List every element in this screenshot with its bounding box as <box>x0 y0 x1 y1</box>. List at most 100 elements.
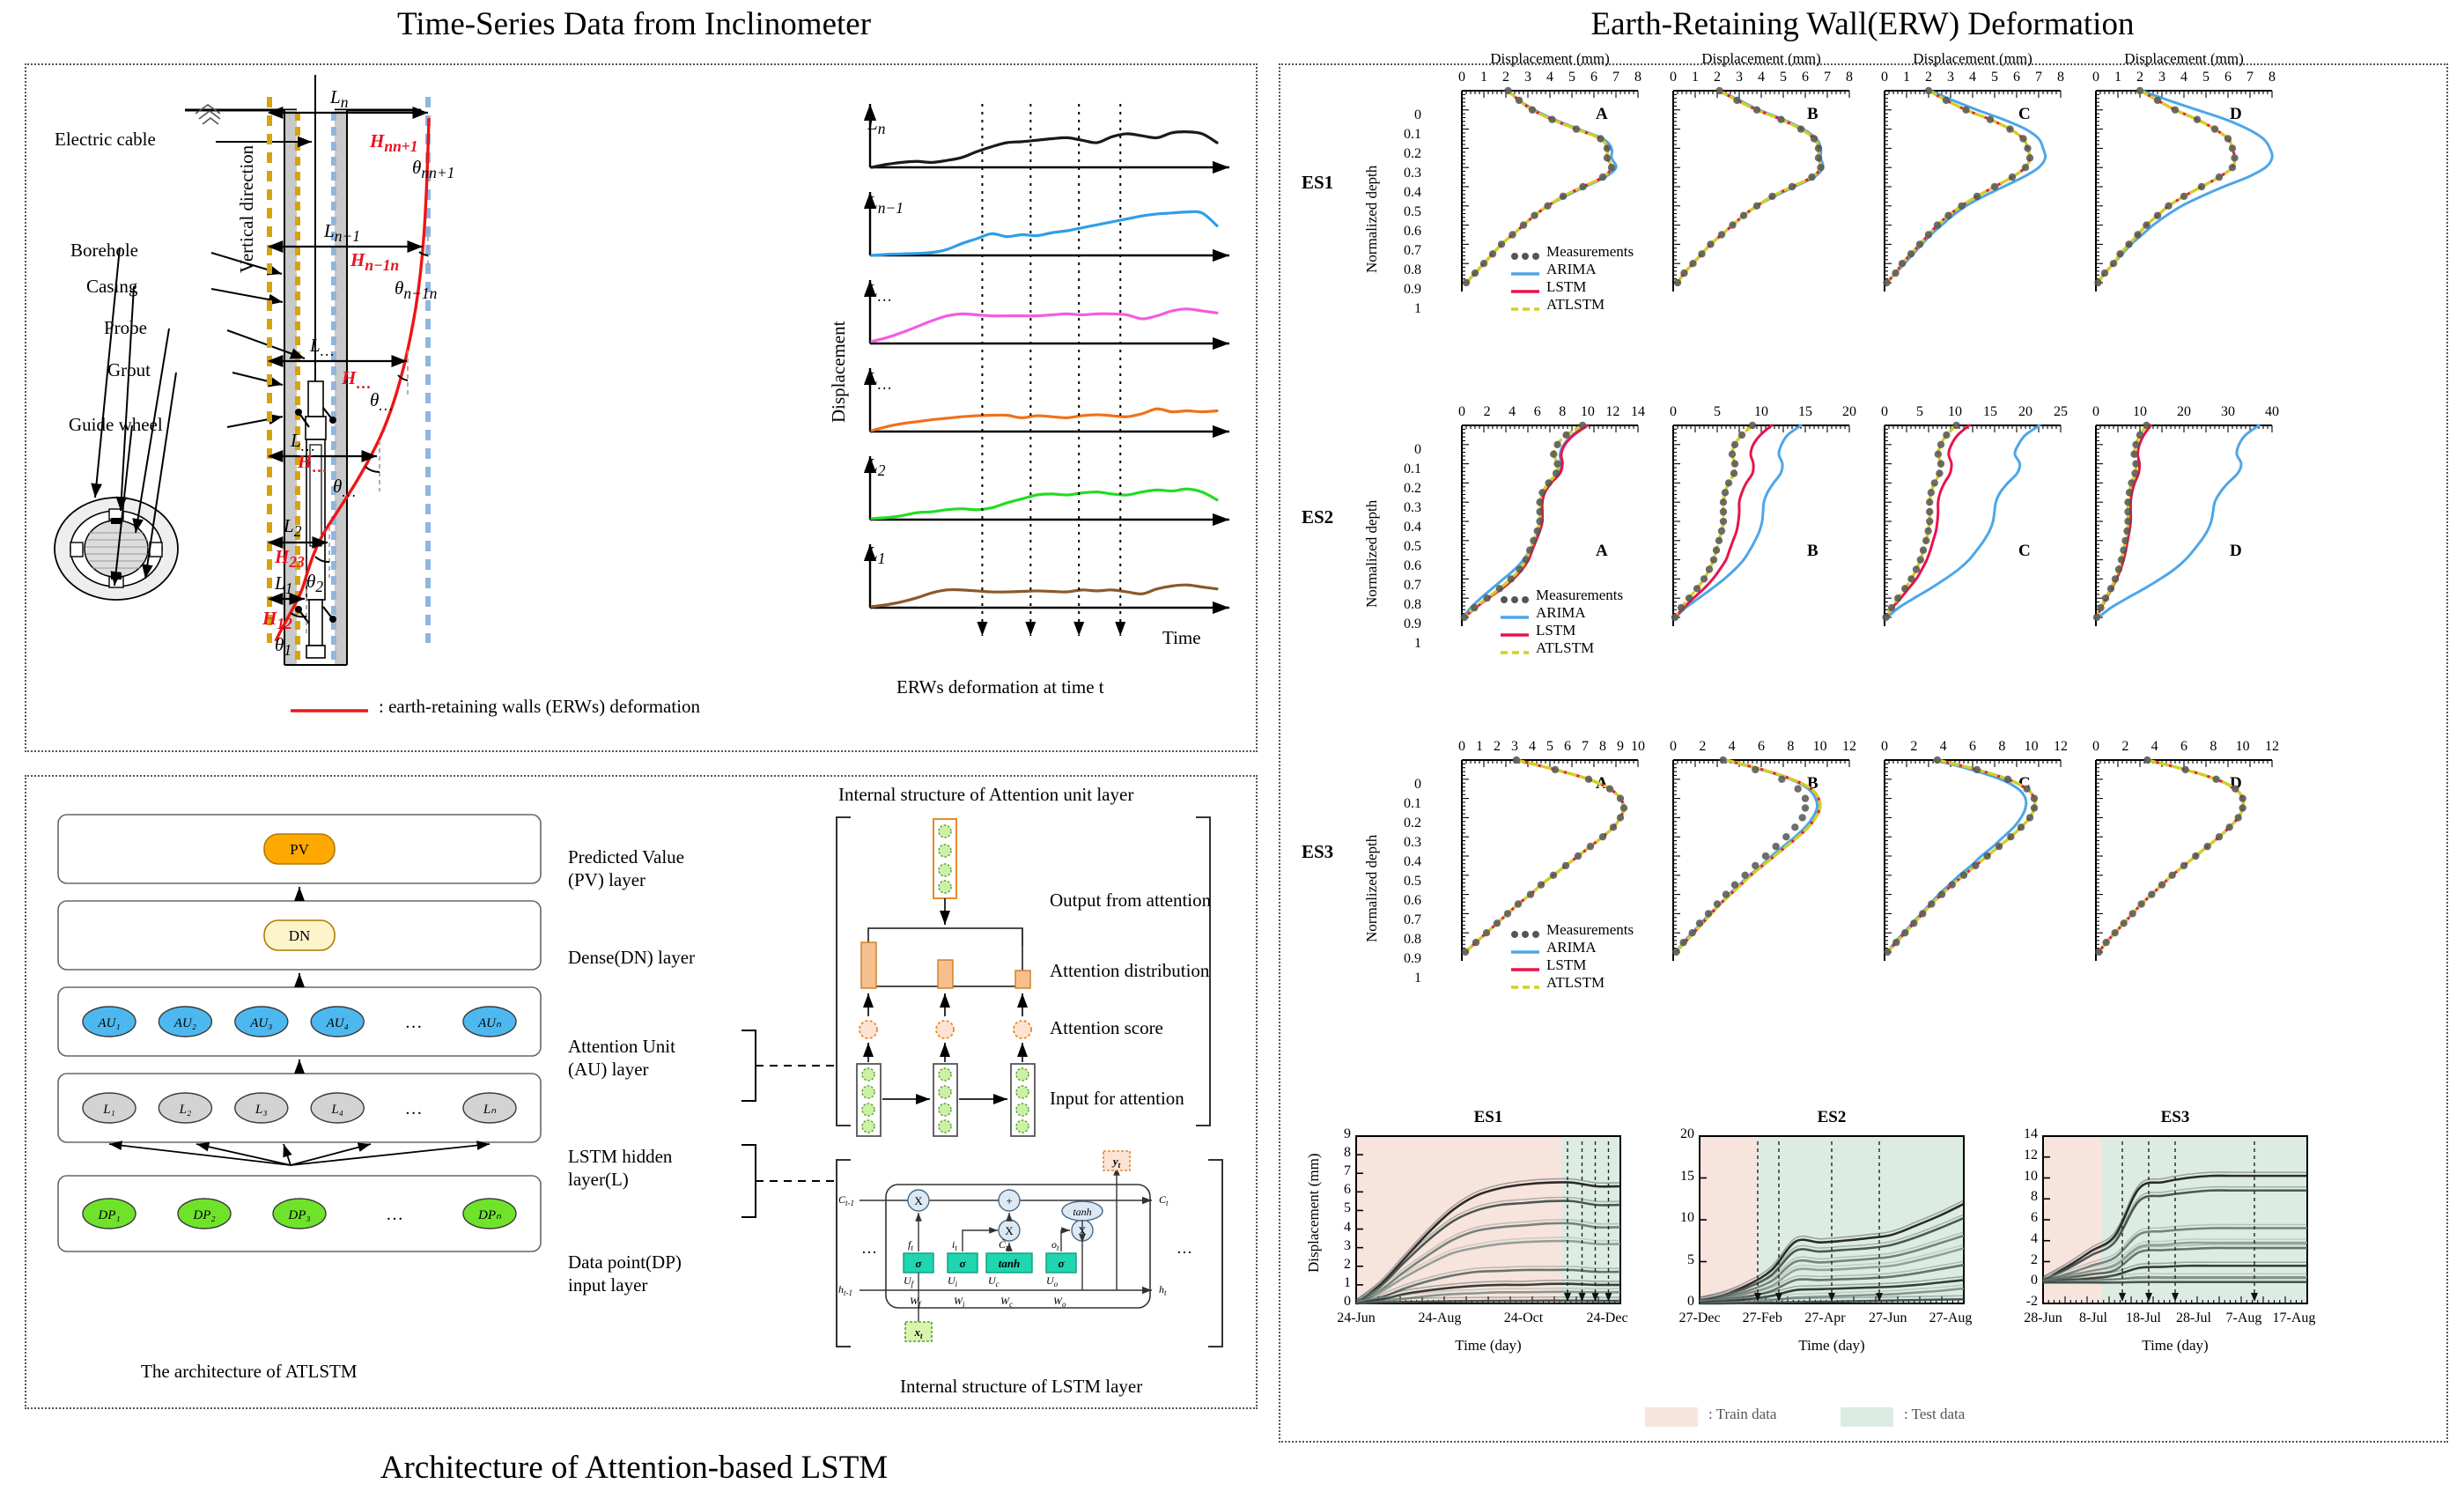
erw-ytick: 0.8 <box>1404 597 1421 612</box>
erw-ts-ytick: 6 <box>2031 1210 2038 1225</box>
attention-internal-diagram <box>836 816 1211 1137</box>
dim-label-Ld1: L… <box>310 335 335 360</box>
svg-text:AU₁: AU₁ <box>97 1016 120 1030</box>
erw-xtick: 2 <box>2136 70 2143 85</box>
erw-panel-letter: B <box>1807 542 1818 560</box>
erw-plot-ES3-A <box>1461 756 1639 961</box>
erw-xtick: 8 <box>1559 404 1567 419</box>
legend-train-text: : Train data <box>1708 1406 1777 1422</box>
legend-test-swatch <box>1841 1407 1893 1427</box>
layer-label-dn: Dense(DN) layer <box>568 947 696 968</box>
erw-xtick: 5 <box>1991 70 1998 85</box>
svg-text:σ: σ <box>959 1257 966 1270</box>
erw-xtick: 6 <box>1802 70 1809 85</box>
erw-plot-ES2-A <box>1460 421 1639 626</box>
dim-label-L2: L2 <box>284 515 302 541</box>
angle-label-theta-2: θ2 <box>306 571 324 596</box>
erw-xtick: 2 <box>1925 70 1932 85</box>
svg-text:ht: ht <box>1159 1283 1167 1297</box>
erw-ts-ytick: 10 <box>1680 1210 1694 1225</box>
erw-ytick: 0.1 <box>1404 127 1421 142</box>
erw-ytick: 0.7 <box>1404 578 1421 593</box>
erw-xtick: 10 <box>2235 739 2250 754</box>
svg-text:L₄: L₄ <box>330 1103 343 1117</box>
svg-text:xt: xt <box>913 1325 923 1340</box>
erw-legend-label: Measurements <box>1546 243 1634 260</box>
erw-ts-ytick: 0 <box>1344 1294 1351 1309</box>
erw-panel-letter: A <box>1596 105 1608 123</box>
erw-ts-xtick: 27-Apr <box>1804 1310 1846 1325</box>
layer-label-au: Attention Unit (AU) layer <box>568 1036 675 1081</box>
erw-xtick: 12 <box>1842 739 1856 754</box>
erw-plot-ES3-B <box>1672 756 1850 961</box>
lstm-internal-diagram: σ σ tanh σ X +X X tanh xt yt Ct-1 ht-1 Ct ht … <box>836 1150 1223 1347</box>
erw-xtick: 12 <box>2054 739 2068 754</box>
erw-ytick: 0.8 <box>1404 932 1421 947</box>
erw-plot-ES2-B <box>1671 421 1850 626</box>
erw-ytick: 0.3 <box>1404 166 1421 181</box>
erw-xtick: 4 <box>1509 404 1516 419</box>
erw-ytick: 1 <box>1414 636 1421 651</box>
erw-ytick: 0.3 <box>1404 500 1421 515</box>
svg-text:Wi: Wi <box>954 1295 965 1309</box>
erw-panel-letter: C <box>2018 542 2031 560</box>
svg-text:+: + <box>1006 1194 1012 1207</box>
angle-label-theta-d1: θ… <box>370 389 393 415</box>
erw-xtick: 10 <box>1631 739 1645 754</box>
erw-legend-label: ARIMA <box>1536 604 1586 621</box>
erw-plot-ES3-D <box>2095 756 2273 961</box>
erw-legend-label: LSTM <box>1536 622 1576 639</box>
erw-ytick: 0.2 <box>1404 481 1421 496</box>
erw-ts-xlabel: Time (day) <box>2142 1337 2209 1354</box>
erw-xtick: 8 <box>1599 739 1606 754</box>
erw-xtick: 8 <box>2057 70 2064 85</box>
erw-ytick: 0.5 <box>1404 204 1421 219</box>
erw-ts-xtick: 17-Aug <box>2272 1310 2316 1325</box>
erw-xtick: 6 <box>2224 70 2232 85</box>
erw-xtick: 4 <box>2180 70 2187 85</box>
erw-ts-xtick: 27-Feb <box>1742 1310 1782 1325</box>
erw-legend-label: ARIMA <box>1546 939 1597 956</box>
erw-ts-xtick: 27-Jun <box>1868 1310 1907 1325</box>
erw-xtick: 0 <box>1881 70 1888 85</box>
erw-row-label-es3: ES3 <box>1302 841 1334 862</box>
layer-connector-brackets <box>741 1030 838 1218</box>
angle-label-theta-1: θ1 <box>275 634 292 660</box>
erw-xtick: 0 <box>1670 404 1677 419</box>
svg-text:DP₃: DP₃ <box>287 1208 310 1222</box>
label-borehole: Borehole <box>70 240 138 261</box>
erw-xtick: 7 <box>1612 70 1619 85</box>
erw-ytick: 0.6 <box>1404 224 1421 239</box>
attention-row-label-input: Input for attention <box>1050 1088 1184 1109</box>
erw-ytick: 0.2 <box>1404 816 1421 831</box>
ts-xlabel: Time <box>1162 627 1201 648</box>
erw-xtick: 8 <box>1998 739 2006 754</box>
erw-xtick: 7 <box>1824 70 1831 85</box>
svg-text:Ct-1: Ct-1 <box>838 1193 854 1207</box>
erw-ytick: 0.2 <box>1404 146 1421 161</box>
svg-text:Lₙ: Lₙ <box>483 1103 497 1117</box>
erw-panel-letter: A <box>1596 542 1608 560</box>
erw-xtick: 6 <box>1590 70 1597 85</box>
erw-panel-letter: B <box>1807 105 1818 123</box>
angle-label-theta-nn1: θnn+1 <box>412 157 455 182</box>
erw-xtick: 0 <box>2092 739 2099 754</box>
erw-ytick: 0.5 <box>1404 539 1421 554</box>
erw-xtick: 20 <box>2018 404 2032 419</box>
svg-text:Ct: Ct <box>1159 1193 1169 1207</box>
lstm-ellipsis-right: … <box>1177 1239 1192 1257</box>
svg-text:DN: DN <box>289 927 311 944</box>
erw-ts-xtick: 18-Jul <box>2126 1310 2161 1325</box>
erw-ts-xtick: 24-Dec <box>1586 1310 1628 1325</box>
erw-xtick: 0 <box>1458 70 1465 85</box>
erw-xtick: 4 <box>1969 70 1976 85</box>
erw-ytick: 0.4 <box>1404 185 1421 200</box>
erw-xlabel: Displacement (mm) <box>1913 50 2032 67</box>
erw-xtick: 12 <box>1605 404 1620 419</box>
erw-xtick: 5 <box>1916 404 1923 419</box>
erw-legend-label: LSTM <box>1546 956 1587 973</box>
erw-ts-ytick: 0 <box>2031 1273 2038 1288</box>
deformation-diagram <box>267 97 431 643</box>
erw-xtick: 4 <box>1758 70 1765 85</box>
erw-ts-ytick: 9 <box>1344 1126 1351 1141</box>
